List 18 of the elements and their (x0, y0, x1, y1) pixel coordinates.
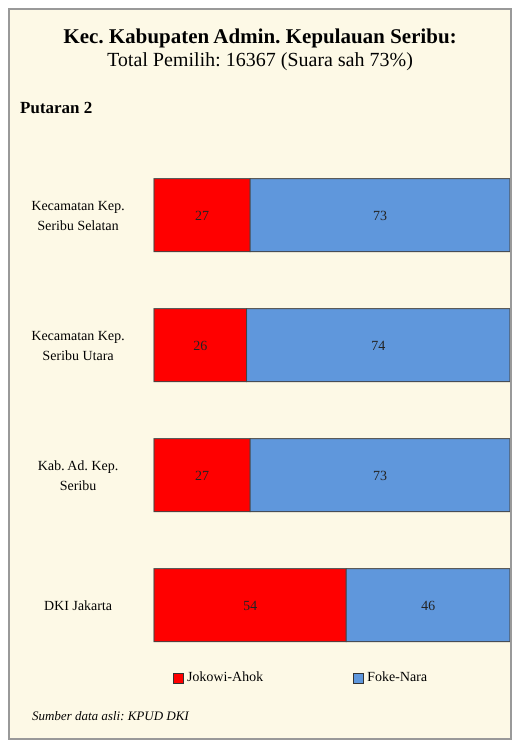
chart-title: Kec. Kabupaten Admin. Kepulauan Seribu: (62, 24, 458, 49)
y-tick-label: Kab. Ad. Kep. Seribu (38, 459, 118, 494)
chart-subtitle: Total Pemilih: 16367 (Suara sah 73%) (106, 49, 414, 72)
data-label: 27 (195, 469, 210, 484)
y-tick-label: DKI Jakarta (44, 599, 113, 614)
data-label: 54 (243, 599, 258, 614)
text: Putaran 2 (20, 98, 92, 118)
data-label: 26 (193, 339, 208, 354)
data-label: 27 (195, 209, 210, 224)
legend-label: Jokowi-Ahok (186, 670, 264, 686)
data-label: 73 (373, 209, 388, 224)
legend-label: Foke-Nara (366, 670, 428, 686)
y-tick-label: Kecamatan Kep. Seribu Utara (31, 329, 125, 364)
data-label: 73 (373, 469, 388, 484)
data-label: 46 (421, 599, 436, 614)
y-tick-label: Kecamatan Kep. Seribu Selatan (31, 199, 125, 234)
text: Sumber data asli: KPUD DKI (32, 708, 189, 724)
data-label: 74 (371, 339, 386, 354)
